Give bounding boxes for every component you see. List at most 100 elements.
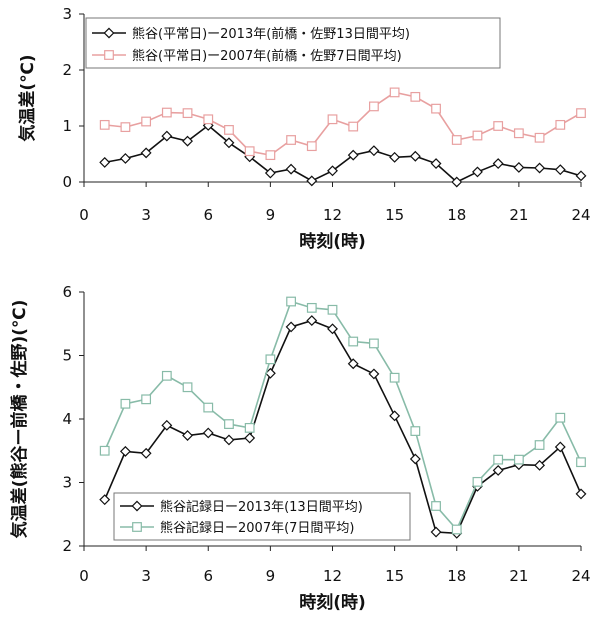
chart1-series-1-point: [347, 149, 359, 161]
chart2-series-2-point: [244, 422, 255, 433]
chart2-y-axis-label: 気温差(熊谷ー前橋・佐野)(℃): [9, 300, 30, 540]
chart2-series-2-point: [182, 382, 193, 393]
chart2-series-2-point: [224, 419, 234, 429]
chart2-series-2-point: [493, 454, 504, 465]
chart2-series-1-point: [575, 488, 587, 500]
chart2-series-2-point: [99, 445, 110, 456]
chart2-y-tick-label: 5: [62, 347, 72, 365]
chart2-x-tick-label: 12: [323, 567, 342, 585]
chart2-legend-entry-2: 熊谷記録日ー2007年(7日間平均): [160, 520, 355, 536]
chart2-series-2-point: [410, 426, 421, 436]
chart1-series-1-point: [492, 158, 504, 169]
chart1-series-1-point: [119, 153, 131, 164]
chart2-series-1-point: [534, 459, 546, 471]
chart1-series-1-point: [513, 161, 525, 173]
chart1-series-2-point: [389, 87, 400, 98]
chart1-series-1-point: [534, 162, 546, 174]
chart2-series-1-point: [306, 315, 318, 327]
chart1-y-tick-label: 2: [62, 61, 72, 79]
chart2-x-tick-label: 9: [266, 567, 276, 585]
chart1-series-2-point: [182, 108, 193, 119]
chart1-series-2-point: [451, 135, 462, 145]
chart2-y-tick-label: 6: [62, 283, 72, 301]
chart1-legend-swatch-marker: [103, 27, 115, 39]
chart1-series-2-point: [534, 132, 545, 143]
chart2-series-2-point: [306, 302, 317, 313]
chart1-series-2-point: [369, 101, 379, 112]
chart2-series-1-point: [244, 432, 256, 444]
chart1-series-1: [99, 119, 587, 188]
chart2-x-tick-label: 24: [571, 567, 590, 585]
chart1-series-2-point: [555, 119, 566, 130]
chart1-series-2-point: [286, 135, 296, 145]
chart2-series-2-point: [348, 336, 359, 347]
chart2-y-tick-label: 3: [62, 474, 72, 492]
chart2-x-tick-label: 6: [203, 567, 213, 585]
chart2-series-1-point: [202, 427, 214, 439]
chart1-series-2-point: [576, 108, 586, 119]
chart2-series-2-point: [161, 370, 172, 381]
chart1-series-2-point: [120, 122, 131, 133]
chart1-series-1-point: [99, 156, 111, 168]
chart2-series-2-point: [513, 454, 524, 465]
chart1-series-1-point: [554, 164, 566, 176]
chart1-x-tick-label: 9: [266, 206, 276, 224]
chart2-series-1-point: [119, 445, 131, 457]
chart2-series-2-point: [534, 440, 545, 450]
chart1-series-1-point: [140, 147, 152, 159]
chart2-series-2-point: [431, 501, 441, 511]
chart1-series-1-point: [368, 145, 380, 157]
chart1-y-tick-label: 3: [62, 5, 72, 23]
chart2-series-2-point: [389, 372, 400, 383]
chart2-series-1-point: [99, 494, 111, 506]
chart1-series-2-point: [244, 146, 255, 157]
chart2-series-2-point: [369, 338, 379, 349]
chart2-series-1-point: [161, 419, 173, 431]
chart1-series-1-point: [575, 170, 587, 182]
chart1-x-tick-label: 0: [79, 206, 89, 224]
chart1-series-2-point: [224, 125, 234, 135]
chart1-legend: 熊谷(平常日)ー2013年(前橋・佐野13日間平均) 熊谷(平常日)ー2007年(…: [85, 17, 501, 69]
chart1-x-tick-label: 6: [203, 206, 213, 224]
chart2-series-2-point: [472, 476, 483, 487]
chart1-series-2-point: [99, 119, 110, 130]
chart1-series-2-point: [161, 107, 172, 118]
chart2-series-1-point: [182, 430, 193, 441]
chart1-series-1-point: [451, 176, 463, 188]
chart2-x-tick-label: 3: [141, 567, 151, 585]
chart2-x-tick-label: 21: [509, 567, 528, 585]
chart2-x-axis-label: 時刻(時): [299, 592, 366, 613]
chart1-series-1-point: [389, 151, 401, 163]
chart1-series-1-point: [327, 165, 338, 177]
chart1-series-2-line: [104, 91, 582, 156]
chart2-series-2-point: [451, 524, 462, 535]
chart1-series-2: [99, 87, 586, 161]
chart1-series-2-point: [327, 114, 338, 125]
chart2-series-2-point: [327, 304, 338, 315]
chart1-series-2-point: [141, 116, 152, 127]
chart1-series-1-point: [182, 135, 193, 147]
chart2-series-1-point: [285, 321, 297, 333]
chart2-x-tick-label: 18: [447, 567, 466, 585]
chart2: 2 3 4 5 6 0 3 6 9 12 15 18 21 24 時刻(時) 気温差(熊谷ー前橋・佐野)(℃)…: [9, 283, 591, 613]
chart2-series-1-point: [409, 453, 421, 465]
chart1-series-1-point: [472, 166, 483, 178]
chart1-series-2-point: [265, 150, 276, 161]
chart2-series-1-point: [327, 323, 338, 335]
chart2-series-2-point: [141, 394, 152, 405]
chart1-series-2-point: [410, 91, 421, 102]
chart1-series-2-point: [513, 128, 524, 139]
chart1-x-tick-label: 18: [447, 206, 466, 224]
chart1-series-2-point: [348, 121, 359, 132]
chart1-y-tick-label: 1: [62, 117, 72, 135]
chart1-series-1-point: [409, 150, 421, 162]
chart2-series-1-point: [140, 447, 152, 459]
chart1-series-2-point: [431, 103, 441, 114]
chart1-legend-box: [85, 17, 501, 69]
chart2-x-tick-label: 0: [79, 567, 89, 585]
chart1-series-1-point: [264, 167, 276, 179]
chart2-series-1-point: [347, 358, 359, 370]
chart1-x-tick-label: 21: [509, 206, 528, 224]
